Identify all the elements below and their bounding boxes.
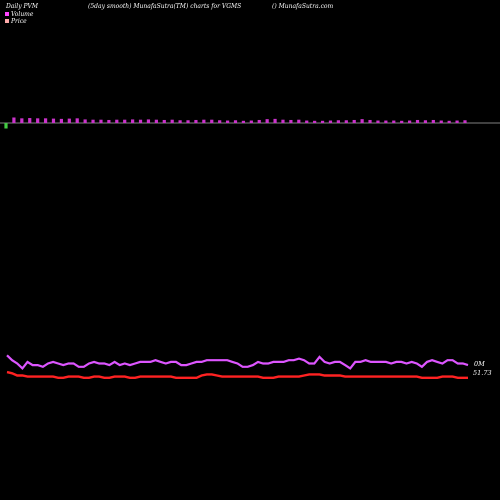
volume-bar xyxy=(249,120,253,124)
volume-bar xyxy=(75,118,79,123)
legend-price-label: Price xyxy=(10,18,27,25)
volume-bar xyxy=(455,120,459,124)
volume-bar xyxy=(107,119,111,123)
volume-bars xyxy=(4,117,467,129)
volume-bar xyxy=(36,118,40,123)
volume-line xyxy=(6,354,469,371)
volume-bar xyxy=(328,120,333,124)
volume-bar xyxy=(115,119,119,123)
volume-bar xyxy=(202,119,206,123)
volume-bar xyxy=(431,119,435,123)
volume-bar xyxy=(154,119,158,123)
volume-bar xyxy=(241,120,246,123)
price-line xyxy=(6,370,468,379)
volume-bar xyxy=(384,120,388,124)
volume-bar xyxy=(59,118,63,124)
volume-bar xyxy=(313,120,317,123)
volume-bar xyxy=(67,118,71,123)
volume-bar xyxy=(28,118,32,123)
chart-subtitle: (5day smooth) MunafaSutra(TM) charts for… xyxy=(88,3,241,10)
volume-bar xyxy=(91,119,95,123)
volume-end-label: 0M xyxy=(474,360,485,368)
volume-bar xyxy=(281,119,285,123)
volume-bar xyxy=(146,119,151,123)
volume-bar xyxy=(12,117,16,123)
volume-bar xyxy=(83,119,87,123)
volume-bar xyxy=(297,119,301,123)
volume-bar xyxy=(233,120,238,123)
price-end-label: 51.73 xyxy=(473,369,492,377)
volume-bar xyxy=(265,119,269,123)
volume-bar xyxy=(162,119,166,123)
volume-bar xyxy=(439,120,443,124)
volume-bar xyxy=(352,119,356,123)
volume-bar xyxy=(447,120,451,123)
volume-bar xyxy=(20,118,24,123)
legend-volume-swatch xyxy=(5,12,9,16)
volume-bar xyxy=(170,119,174,123)
volume-bar xyxy=(415,119,420,123)
volume-bar xyxy=(99,119,103,123)
volume-bar xyxy=(257,119,261,123)
volume-bar xyxy=(360,119,364,123)
volume-bar xyxy=(392,120,396,124)
volume-bar xyxy=(368,119,372,123)
volume-bar xyxy=(344,120,348,123)
volume-bar xyxy=(186,120,190,123)
volume-bar xyxy=(51,118,56,123)
volume-bar xyxy=(320,120,325,123)
volume-bar xyxy=(400,120,404,123)
volume-bar xyxy=(4,123,8,129)
volume-bar xyxy=(289,119,293,123)
volume-bar xyxy=(123,119,127,123)
chart-title: Daily PVM xyxy=(5,3,39,10)
volume-bar xyxy=(210,119,214,123)
volume-bar xyxy=(336,120,340,123)
volume-bar xyxy=(225,120,230,124)
volume-bar xyxy=(43,118,48,123)
volume-bar xyxy=(408,120,412,124)
volume-bar xyxy=(273,118,277,124)
volume-bar xyxy=(131,119,135,123)
volume-bar xyxy=(305,120,309,124)
legend-price-swatch xyxy=(5,19,9,23)
site-credit: () MunafaSutra.com xyxy=(272,3,334,10)
volume-bar xyxy=(178,120,182,123)
volume-bar xyxy=(138,119,143,123)
volume-bar xyxy=(218,120,222,123)
volume-bar xyxy=(376,120,380,124)
volume-bar xyxy=(194,119,198,123)
volume-bar xyxy=(463,120,467,123)
legend-volume-label: Volume xyxy=(11,11,34,18)
volume-bar xyxy=(423,120,428,123)
